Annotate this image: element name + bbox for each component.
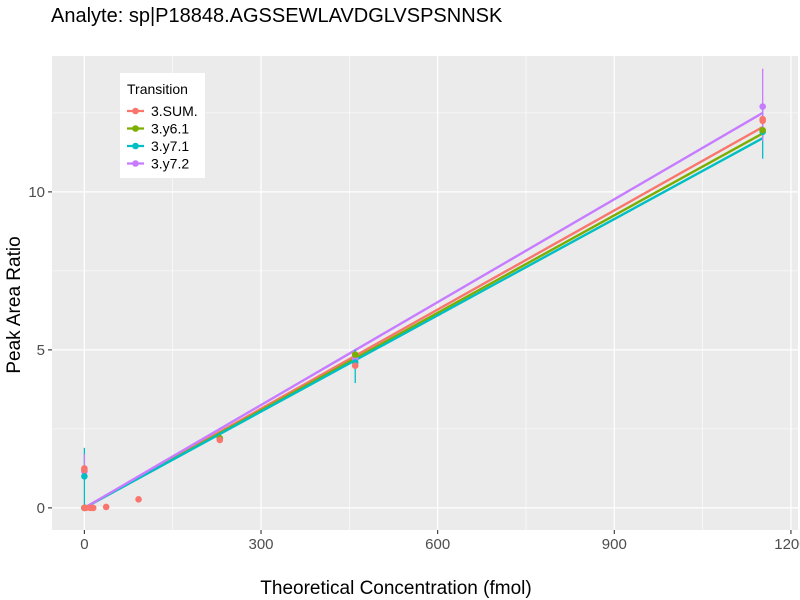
legend-label: 3.y7.2: [151, 156, 189, 172]
data-point: [759, 117, 766, 125]
data-point: [351, 362, 359, 369]
legend-title: Transition: [127, 81, 188, 97]
data-point: [216, 436, 224, 444]
fit-lines: [83, 111, 764, 509]
data-point: [351, 351, 359, 358]
x-tick-label: 600: [425, 536, 450, 553]
data-point: [81, 472, 88, 480]
fit-line: [83, 137, 764, 509]
legend-key-point: [132, 160, 139, 167]
y-tick-label: 5: [37, 342, 45, 359]
data-point: [102, 503, 110, 511]
y-tick-label: 10: [28, 184, 45, 201]
x-axis-title: Theoretical Concentration (fmol): [260, 578, 531, 599]
x-tick-label: 0: [80, 536, 88, 553]
y-axis-ticks: 0 5 10: [28, 184, 52, 517]
data-point: [89, 504, 97, 512]
x-tick-label: 300: [249, 536, 274, 553]
chart-title: Analyte: sp|P18848.AGSSEWLAVDGLVSPSNNSK: [51, 5, 503, 27]
legend: Transition 3.SUM. 3.y6.13.y7.1 3.y7.2: [120, 73, 205, 178]
y-axis-title: Peak Area Ratio: [4, 236, 25, 373]
data-points: [81, 103, 766, 512]
data-point: [81, 466, 88, 474]
fit-line: [83, 111, 764, 509]
legend-label: 3.y7.1: [151, 138, 189, 154]
legend-label: 3.y6.1: [151, 121, 189, 137]
data-point: [759, 126, 766, 134]
data-point: [135, 496, 142, 503]
grid-major: [52, 56, 798, 530]
legend-key-point: [132, 107, 139, 115]
y-tick-label: 0: [37, 500, 45, 517]
x-tick-label: 900: [602, 536, 627, 553]
legend-label: 3.SUM.: [151, 103, 198, 119]
legend-key-point: [132, 125, 139, 132]
data-point: [759, 103, 766, 110]
legend-key-point: [132, 142, 139, 150]
legend-items: 3.SUM. 3.y6.13.y7.1 3.y7.2: [127, 103, 198, 172]
